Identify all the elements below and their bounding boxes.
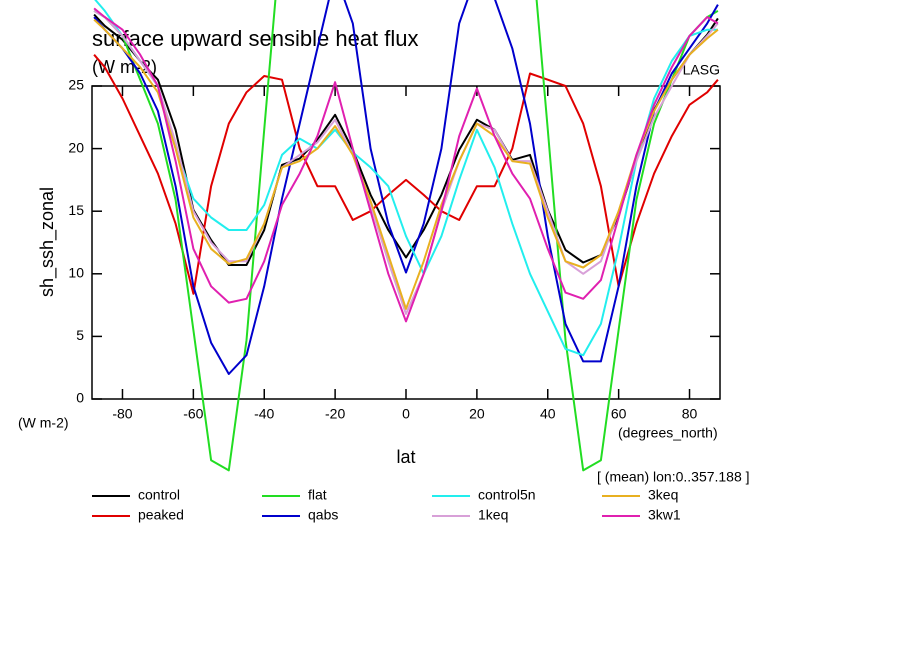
series-line	[94, 0, 718, 357]
y-tick-label: 0	[76, 390, 84, 406]
legend-label: qabs	[308, 507, 338, 523]
x-axis-label: lat	[396, 447, 415, 467]
x-tick-label: -60	[183, 406, 203, 422]
legend-label: peaked	[138, 507, 184, 523]
series-line	[93, 7, 719, 323]
y-tick-label: 5	[76, 327, 84, 343]
y-tick-label: 20	[68, 139, 84, 155]
x-tick-label: 40	[540, 406, 556, 422]
y-tick-label: 15	[68, 202, 84, 218]
x-units: (degrees_north)	[618, 425, 718, 441]
legend-label: 3kw1	[648, 507, 681, 523]
corner-label: LASG	[683, 62, 720, 78]
y-axis-label: sh_ssh_zonal	[37, 187, 58, 297]
legend-label: 3keq	[648, 487, 678, 503]
series-line	[93, 18, 719, 310]
legend-label: control	[138, 487, 180, 503]
annotation: [ (mean) lon:0..357.188 ]	[597, 469, 750, 485]
series-line	[93, 0, 719, 375]
x-tick-label: -20	[325, 406, 345, 422]
series-line	[93, 13, 719, 266]
legend-label: 1keq	[478, 507, 508, 523]
x-tick-label: 60	[611, 406, 627, 422]
x-tick-label: 80	[682, 406, 698, 422]
legend-label: control5n	[478, 487, 536, 503]
x-tick-label: 20	[469, 406, 485, 422]
legend-label: flat	[308, 487, 327, 503]
x-tick-label: -40	[254, 406, 274, 422]
y-tick-label: 25	[68, 77, 84, 93]
y-units: (W m-2)	[18, 415, 69, 431]
y-tick-label: 10	[68, 265, 84, 281]
x-tick-label: -80	[112, 406, 132, 422]
x-tick-label: 0	[402, 406, 410, 422]
chart-title: surface upward sensible heat flux	[92, 26, 419, 51]
series-line	[93, 0, 719, 472]
